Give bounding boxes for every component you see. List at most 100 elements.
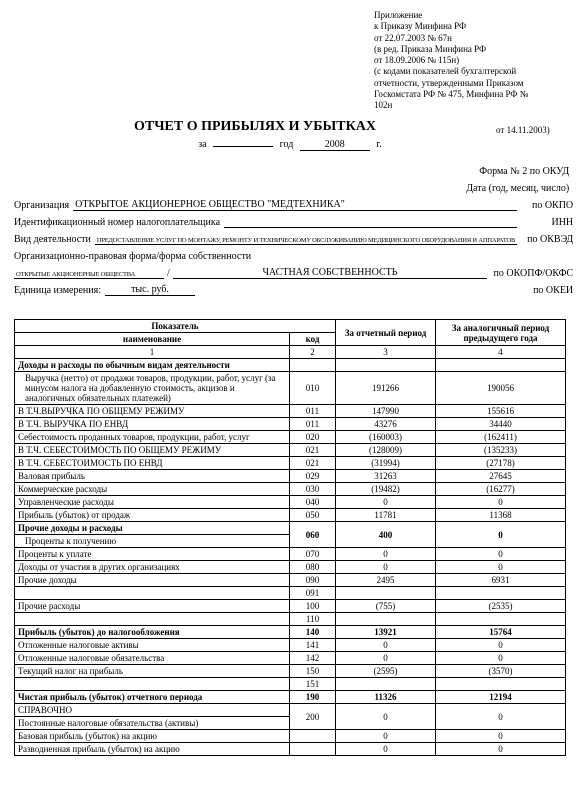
appendix-tail: от 14.11.2003) bbox=[496, 125, 566, 135]
row-p2: (162411) bbox=[436, 431, 566, 444]
row-name: Прочие доходы и расходы bbox=[15, 522, 290, 535]
row-name: Проценты к получению bbox=[15, 535, 290, 548]
date-label: Дата (год, месяц, число) bbox=[14, 183, 573, 194]
activity-label: Вид деятельности bbox=[14, 234, 95, 245]
row-p1: 11326 bbox=[336, 691, 436, 704]
row-code: 091 bbox=[290, 587, 336, 600]
row-code: 029 bbox=[290, 470, 336, 483]
activity-value: ПРЕДОСТАВЛЕНИЕ УСЛУГ ПО МОНТАЖУ, РЕМОНТУ… bbox=[95, 237, 517, 245]
row-code: 090 bbox=[290, 574, 336, 587]
row-p1: (160003) bbox=[336, 431, 436, 444]
row-code: 200 bbox=[290, 704, 336, 730]
row-code bbox=[290, 359, 336, 372]
row-name: Базовая прибыль (убыток) на акцию bbox=[15, 730, 290, 743]
appendix-line: Госкомстата РФ № 475, Минфина РФ № bbox=[374, 89, 566, 100]
row-name: Прочие доходы bbox=[15, 574, 290, 587]
row-code: 151 bbox=[290, 678, 336, 691]
th-pokazatel: Показатель bbox=[15, 320, 336, 333]
opf-label: Организационно-правовая форма/форма собс… bbox=[14, 251, 255, 262]
org-value: ОТКРЫТОЕ АКЦИОНЕРНОЕ ОБЩЕСТВО "МЕДТЕХНИК… bbox=[73, 199, 517, 211]
opf-value1: ОТКРЫТЫЕ АКЦИОНЕРНЫЕ ОБЩЕСТВА bbox=[14, 271, 164, 279]
row-name: Выручка (нетто) от продажи товаров, прод… bbox=[15, 372, 290, 405]
okei-label: по ОКЕИ bbox=[517, 285, 573, 296]
row-p2: 0 bbox=[436, 496, 566, 509]
row-name: Доходы от участия в других организациях bbox=[15, 561, 290, 574]
row-name: Доходы и расходы по обычным видам деятел… bbox=[15, 359, 290, 372]
row-p2: 12194 bbox=[436, 691, 566, 704]
row-p2: 0 bbox=[436, 743, 566, 756]
row-name: Управленческие расходы bbox=[15, 496, 290, 509]
th-code: код bbox=[290, 333, 336, 346]
th-name: наименование bbox=[15, 333, 290, 346]
row-code: 150 bbox=[290, 665, 336, 678]
period-line: за год 2008 г. bbox=[14, 139, 566, 151]
row-name: Проценты к уплате bbox=[15, 548, 290, 561]
row-code: 190 bbox=[290, 691, 336, 704]
row-p1: (2595) bbox=[336, 665, 436, 678]
row-p1: (19482) bbox=[336, 483, 436, 496]
row-code: 020 bbox=[290, 431, 336, 444]
appendix-line: (с кодами показателей бухгалтерской bbox=[374, 66, 566, 77]
row-p1: 0 bbox=[336, 743, 436, 756]
row-code: 141 bbox=[290, 639, 336, 652]
appendix-line: от 18.09.2006 № 115н) bbox=[374, 55, 566, 66]
row-p1: (31994) bbox=[336, 457, 436, 470]
header-grid: Форма № 2 по ОКУД Дата (год, месяц, числ… bbox=[14, 161, 566, 297]
row-name: Валовая прибыль bbox=[15, 470, 290, 483]
appendix-line: (в ред. Приказа Минфина РФ bbox=[374, 44, 566, 55]
row-p1 bbox=[336, 613, 436, 626]
row-p1: 43276 bbox=[336, 418, 436, 431]
row-p1: 31263 bbox=[336, 470, 436, 483]
unit-value: тыс. руб. bbox=[105, 284, 195, 296]
row-p2: (2535) bbox=[436, 600, 566, 613]
row-code: 011 bbox=[290, 418, 336, 431]
row-p1: 400 bbox=[336, 522, 436, 548]
row-p2: (135233) bbox=[436, 444, 566, 457]
row-name: Коммерческие расходы bbox=[15, 483, 290, 496]
row-p2: 11368 bbox=[436, 509, 566, 522]
row-name: В Т.Ч.ВЫРУЧКА ПО ОБЩЕМУ РЕЖИМУ bbox=[15, 405, 290, 418]
row-name: В Т.Ч. ВЫРУЧКА ПО ЕНВД bbox=[15, 418, 290, 431]
row-code: 010 bbox=[290, 372, 336, 405]
row-p2 bbox=[436, 613, 566, 626]
row-p1 bbox=[336, 359, 436, 372]
okopf-label: по ОКОПФ/ОКФС bbox=[487, 268, 573, 279]
org-label: Организация bbox=[14, 200, 73, 211]
row-name: Прочие расходы bbox=[15, 600, 290, 613]
appendix-line: отчетности, утвержденными Приказом bbox=[374, 78, 566, 89]
row-p1: (128009) bbox=[336, 444, 436, 457]
row-code: 021 bbox=[290, 457, 336, 470]
row-p2: 0 bbox=[436, 561, 566, 574]
inn-label: Идентификационный номер налогоплательщик… bbox=[14, 217, 224, 228]
row-p1: 147990 bbox=[336, 405, 436, 418]
row-p2: 6931 bbox=[436, 574, 566, 587]
unit-label: Единица измерения: bbox=[14, 285, 105, 296]
row-p1 bbox=[336, 587, 436, 600]
row-code bbox=[290, 730, 336, 743]
main-table: Показатель За отчетный период За аналоги… bbox=[14, 319, 566, 756]
inn-code-label: ИНН bbox=[517, 217, 573, 228]
row-name: Текущий налог на прибыль bbox=[15, 665, 290, 678]
row-code: 080 bbox=[290, 561, 336, 574]
row-p2: (27178) bbox=[436, 457, 566, 470]
row-code: 060 bbox=[290, 522, 336, 548]
row-name: Себестоимость проданных товаров, продукц… bbox=[15, 431, 290, 444]
row-code: 050 bbox=[290, 509, 336, 522]
row-p2: 27645 bbox=[436, 470, 566, 483]
opf-value2: ЧАСТНАЯ СОБСТВЕННОСТЬ bbox=[173, 267, 487, 279]
row-code: 011 bbox=[290, 405, 336, 418]
th-period1: За отчетный период bbox=[336, 320, 436, 346]
row-name: В Т.Ч. СЕБЕСТОИМОСТЬ ПО ОБЩЕМУ РЕЖИМУ bbox=[15, 444, 290, 457]
appendix-line: к Приказу Минфина РФ bbox=[374, 21, 566, 32]
form-label: Форма № 2 по ОКУД bbox=[14, 166, 573, 177]
row-p2: 155616 bbox=[436, 405, 566, 418]
row-p1: 0 bbox=[336, 639, 436, 652]
okved-label: по ОКВЭД bbox=[517, 234, 573, 245]
row-code: 140 bbox=[290, 626, 336, 639]
row-code: 021 bbox=[290, 444, 336, 457]
okpo-label: по ОКПО bbox=[517, 200, 573, 211]
row-p2: 0 bbox=[436, 652, 566, 665]
row-p2: 0 bbox=[436, 730, 566, 743]
row-p1: 0 bbox=[336, 730, 436, 743]
row-p1: 0 bbox=[336, 548, 436, 561]
